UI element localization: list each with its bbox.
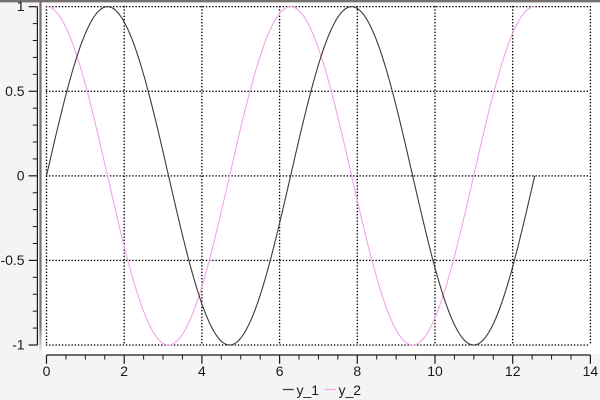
svg-text:y_1: y_1: [297, 382, 320, 398]
svg-text:1: 1: [17, 0, 25, 14]
svg-text:-0.5: -0.5: [0, 252, 24, 268]
svg-text:6: 6: [276, 363, 284, 379]
svg-text:8: 8: [353, 363, 361, 379]
svg-text:0: 0: [17, 167, 25, 183]
svg-text:12: 12: [505, 363, 521, 379]
svg-text:-1: -1: [12, 337, 25, 353]
svg-text:4: 4: [198, 363, 206, 379]
svg-text:y_2: y_2: [339, 382, 362, 398]
svg-text:0.5: 0.5: [5, 83, 25, 99]
svg-text:2: 2: [120, 363, 128, 379]
svg-text:0: 0: [43, 363, 51, 379]
svg-text:10: 10: [427, 363, 443, 379]
svg-text:14: 14: [583, 363, 599, 379]
